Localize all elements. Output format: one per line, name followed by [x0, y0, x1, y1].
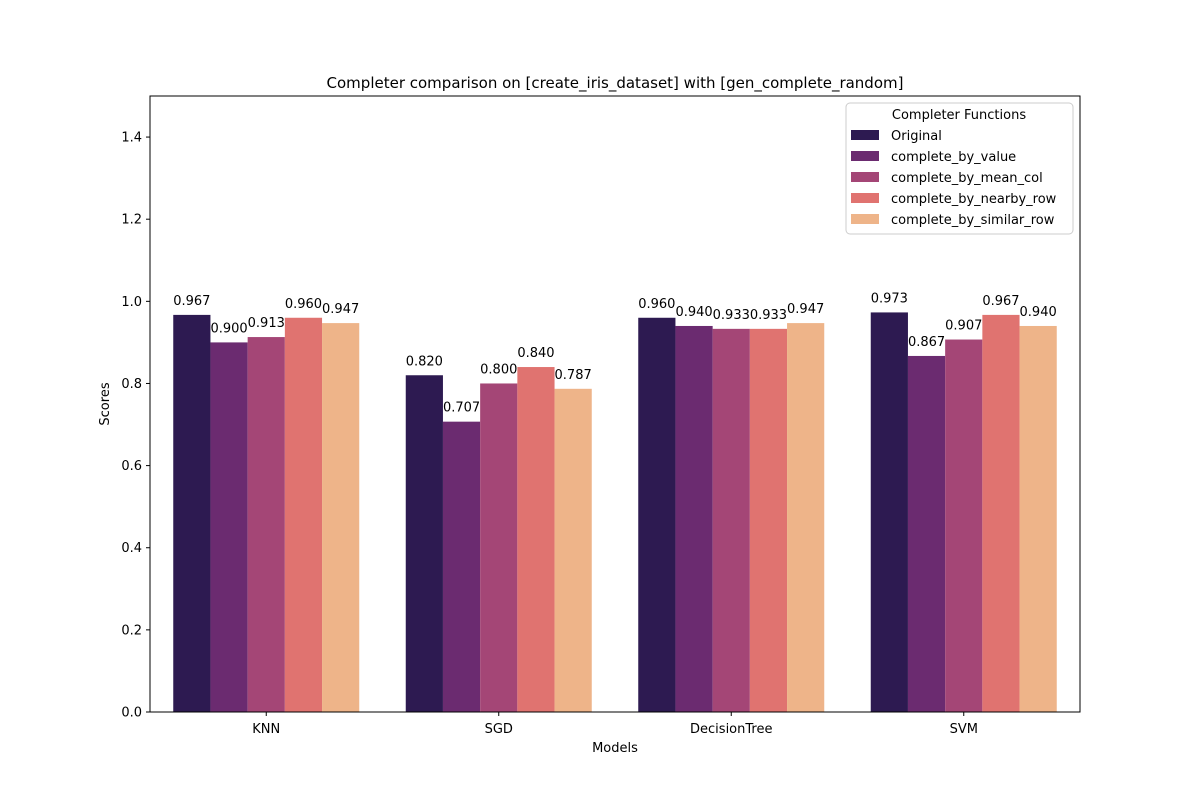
- legend-swatch: [851, 172, 879, 182]
- x-tick-label: DecisionTree: [690, 722, 772, 737]
- value-label: 0.800: [480, 362, 517, 377]
- y-tick-label: 0.0: [121, 706, 142, 721]
- x-axis: KNN SGD DecisionTree SVM: [252, 712, 978, 737]
- legend-items: Original complete_by_value complete_by_mea…: [851, 129, 1057, 228]
- bar-DecisionTree-complete_by_mean_col: [712, 328, 750, 712]
- bar-DecisionTree-complete_by_similar_row: [787, 323, 825, 712]
- bars-layer: [173, 312, 1057, 712]
- legend-swatch: [851, 193, 879, 203]
- value-label: 0.960: [285, 297, 322, 312]
- bar-KNN-complete_by_nearby_row: [284, 317, 323, 712]
- value-label: 0.973: [871, 291, 908, 306]
- legend: Completer Functions Original complete_by_…: [845, 102, 1074, 235]
- legend-label: complete_by_similar_row: [891, 213, 1055, 228]
- x-tick-label: KNN: [252, 722, 280, 737]
- value-label: 0.787: [555, 368, 592, 383]
- value-label: 0.947: [787, 302, 824, 317]
- bar-SGD-complete_by_similar_row: [554, 388, 592, 712]
- value-label: 0.960: [638, 297, 675, 312]
- bar-KNN-complete_by_value: [210, 342, 248, 712]
- bar-SGD-complete_by_mean_col: [480, 383, 518, 712]
- y-tick-label: 0.8: [121, 377, 142, 392]
- y-tick-label: 1.0: [121, 295, 142, 310]
- legend-box: [845, 102, 1074, 235]
- bar-SVM-complete_by_mean_col: [945, 339, 983, 712]
- legend-swatch: [851, 151, 879, 161]
- bar-SGD-complete_by_nearby_row: [517, 367, 555, 712]
- y-tick-label: 1.4: [121, 131, 142, 146]
- chart-title: Completer comparison on [create_iris_dat…: [327, 74, 904, 93]
- value-label: 0.967: [173, 294, 210, 309]
- legend-label: Original: [891, 129, 942, 144]
- legend-swatch: [851, 214, 879, 224]
- plot-frame: [149, 95, 1081, 713]
- value-label: 0.933: [713, 308, 750, 323]
- bar-KNN-complete_by_similar_row: [322, 323, 360, 712]
- value-label: 0.900: [210, 321, 247, 336]
- value-label: 0.940: [675, 305, 712, 320]
- value-label: 0.913: [248, 316, 285, 331]
- value-label: 0.940: [1020, 305, 1057, 320]
- value-label: 0.947: [322, 302, 359, 317]
- legend-swatch: [851, 130, 879, 140]
- value-label: 0.867: [908, 335, 945, 350]
- value-label: 0.907: [945, 319, 982, 334]
- value-label: 0.933: [750, 308, 787, 323]
- bar-SGD-complete_by_value: [442, 421, 481, 712]
- value-label: 0.707: [443, 401, 480, 416]
- y-tick-label: 0.2: [121, 623, 142, 638]
- legend-label: complete_by_value: [891, 150, 1016, 165]
- x-tick-label: SGD: [485, 722, 513, 737]
- bar-DecisionTree-complete_by_nearby_row: [749, 328, 788, 712]
- y-axis: 0.0 0.2 0.4 0.6 0.8 1.0 1.2 1.4: [121, 131, 150, 721]
- bar-DecisionTree-Original: [638, 317, 676, 712]
- bar-SVM-Original: [870, 312, 908, 712]
- bar-DecisionTree-complete_by_value: [675, 325, 713, 712]
- legend-label: complete_by_mean_col: [891, 171, 1043, 186]
- bar-SVM-complete_by_value: [907, 355, 946, 712]
- y-tick-label: 0.4: [121, 541, 142, 556]
- legend-label: complete_by_nearby_row: [891, 192, 1057, 207]
- bar-SVM-complete_by_nearby_row: [982, 314, 1020, 712]
- x-axis-label: Models: [592, 741, 638, 756]
- y-tick-label: 1.2: [121, 213, 142, 228]
- bar-KNN-complete_by_mean_col: [247, 337, 285, 712]
- y-tick-label: 0.6: [121, 459, 142, 474]
- legend-title: Completer Functions: [892, 108, 1026, 123]
- x-tick-label: SVM: [950, 722, 978, 737]
- bar-KNN-Original: [173, 314, 211, 712]
- bar-SVM-complete_by_similar_row: [1019, 325, 1057, 712]
- value-labels-layer: 0.967 0.820 0.960 0.973 0.900 0.707 0.940 0.867…: [173, 291, 1057, 415]
- value-label: 0.840: [517, 346, 554, 361]
- value-label: 0.967: [982, 294, 1019, 309]
- bar-SGD-Original: [405, 375, 443, 712]
- y-axis-label: Scores: [98, 382, 113, 425]
- value-label: 0.820: [406, 354, 443, 369]
